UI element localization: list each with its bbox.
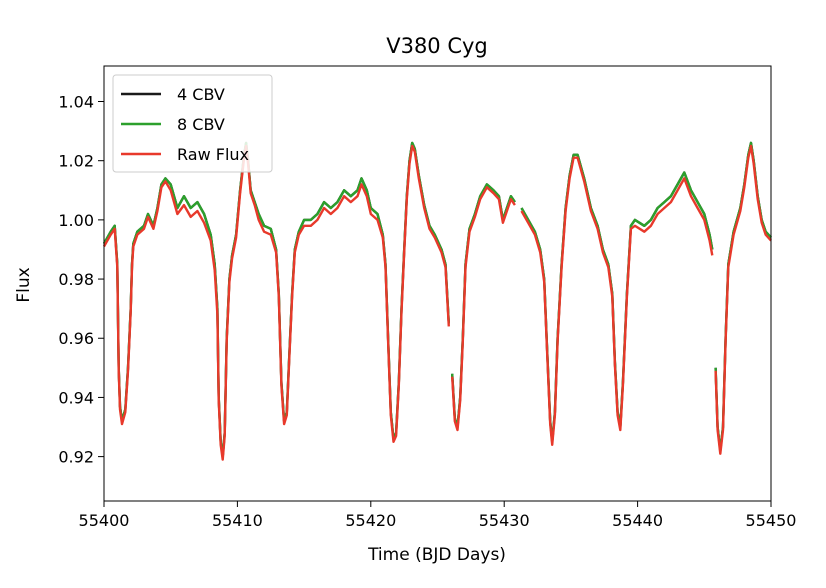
series-4-cbv [102,141,772,458]
y-tick-label: 1.00 [58,211,94,230]
series-lines [102,141,772,461]
y-tick-label: 1.04 [58,93,94,112]
legend-item: 4 CBV [121,85,225,104]
series-line [451,186,516,432]
y-tick-label: 1.02 [58,152,94,171]
series-line [520,156,714,446]
legend-label: 4 CBV [177,85,225,104]
plot-area-frame [103,65,772,502]
x-tick-label: 55410 [212,511,263,530]
x-tick-label: 55450 [746,511,797,530]
series-8-cbv [102,141,772,458]
legend: 4 CBV 8 CBV Raw Flux [112,74,273,173]
y-axis-label: Flux [14,267,34,302]
y-tick-label: 0.98 [58,270,94,289]
x-tick-label: 55430 [479,511,530,530]
x-tick-label: 55400 [79,511,130,530]
y-tick-label: 0.96 [58,329,94,348]
x-tick-label: 55440 [612,511,663,530]
legend-box [112,74,273,173]
legend-item: Raw Flux [121,145,249,164]
y-tick-label: 0.94 [58,388,94,407]
series-raw-flux [102,144,772,461]
series-line [714,144,772,455]
x-axis-label: Time (BJD Days) [367,545,506,565]
y-tick-label: 0.92 [58,448,94,467]
x-axis-ticks: 55400 55410 55420 55430 55440 55450 [79,501,797,530]
chart-title: V380 Cyg [386,34,488,58]
series-line [102,144,450,461]
x-tick-label: 55420 [345,511,396,530]
legend-item: 8 CBV [121,115,225,134]
y-axis-ticks: 0.92 0.94 0.96 0.98 1.00 1.02 1.04 [58,93,104,467]
legend-label: Raw Flux [177,145,249,164]
legend-label: 8 CBV [177,115,225,134]
